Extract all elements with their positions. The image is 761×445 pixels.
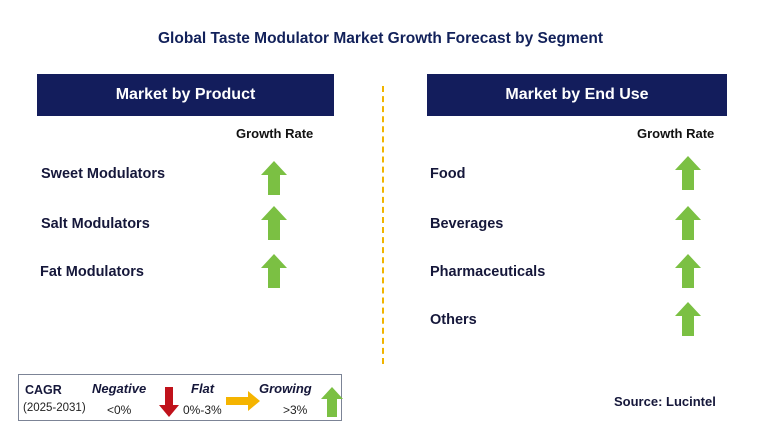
product-item-label: Sweet Modulators — [41, 166, 166, 182]
page-title: Global Taste Modulator Market Growth For… — [158, 30, 603, 47]
legend-flat-label: Flat — [191, 381, 215, 396]
product-item-label: Salt Modulators — [41, 216, 150, 232]
growing-arrow-icon — [261, 161, 287, 195]
source-credit: Source: Lucintel — [614, 394, 716, 409]
growing-arrow-icon — [261, 206, 287, 240]
growing-arrow-icon — [675, 302, 701, 336]
end-use-panel-heading: Market by End Use — [427, 74, 727, 116]
panel-divider — [382, 86, 384, 364]
end-use-growth-rate-header: Growth Rate — [637, 126, 715, 141]
growing-arrow-icon — [675, 156, 701, 190]
growing-arrow-icon — [675, 254, 701, 288]
growing-arrow-icon — [321, 387, 343, 417]
product-growth-rate-header: Growth Rate — [236, 126, 314, 141]
end-use-item-label: Beverages — [430, 216, 504, 232]
cagr-legend: CAGR (2025-2031) Negative <0% Flat 0%-3%… — [18, 374, 343, 421]
negative-arrow-icon — [159, 387, 179, 417]
end-use-item-label: Food — [430, 166, 466, 182]
legend-negative-range: <0% — [107, 403, 132, 417]
product-item-label: Fat Modulators — [40, 264, 144, 280]
growing-arrow-icon — [675, 206, 701, 240]
legend-growing-range: >3% — [283, 403, 308, 417]
end-use-item-label: Others — [430, 312, 477, 328]
flat-arrow-icon — [226, 391, 260, 411]
legend-cagr-label: CAGR — [25, 383, 62, 397]
legend-period: (2025-2031) — [23, 402, 86, 414]
growing-arrow-icon — [261, 254, 287, 288]
end-use-item-label: Pharmaceuticals — [430, 264, 546, 280]
product-panel-heading: Market by Product — [37, 74, 334, 116]
legend-negative-label: Negative — [92, 381, 147, 396]
legend-growing-label: Growing — [259, 381, 312, 396]
legend-flat-range: 0%-3% — [183, 403, 222, 417]
